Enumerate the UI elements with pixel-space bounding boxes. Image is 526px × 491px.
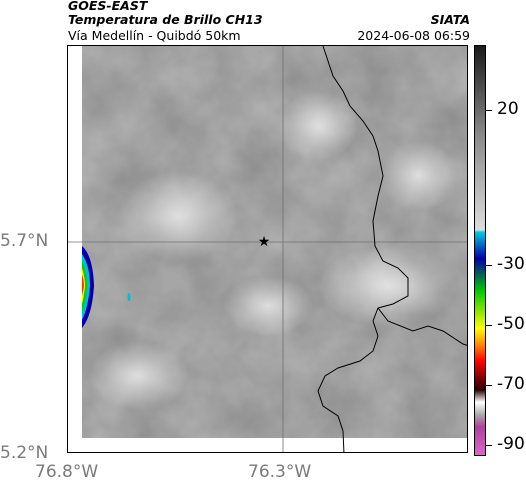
colorbar-label: -70 — [497, 374, 525, 394]
longitude-label-right: 76.3°W — [248, 462, 312, 482]
boundary-line — [317, 46, 409, 452]
product-title: Temperatura de Brillo CH13 — [68, 12, 263, 27]
map-panel[interactable]: ★ — [67, 45, 468, 453]
longitude-label-left: 76.8°W — [35, 462, 99, 482]
colorbar-tick — [486, 445, 492, 446]
timestamp-label: 2024-06-08 06:59 — [357, 28, 470, 43]
satellite-title: GOES-EAST — [68, 0, 148, 13]
satellite-image: ★ — [68, 46, 467, 452]
colorbar-gradient — [474, 45, 486, 456]
latitude-label-top: 5.7°N — [0, 231, 49, 251]
colorbar-tick — [486, 325, 492, 326]
colorbar — [474, 45, 486, 456]
latitude-label-bottom: 5.2°N — [0, 443, 49, 463]
star-icon: ★ — [258, 234, 271, 250]
colorbar-tick — [486, 385, 492, 386]
colorbar-label: -30 — [497, 254, 525, 274]
colorbar-label: -50 — [497, 314, 525, 334]
colorbar-label: 20 — [497, 99, 519, 119]
route-subtitle: Vía Medellín - Quibdó 50km — [68, 28, 241, 43]
organization-label: SIATA — [430, 12, 470, 27]
small-cold-spot — [127, 293, 131, 301]
boundary-line-branch — [377, 307, 467, 346]
colorbar-tick — [486, 110, 492, 111]
colorbar-tick — [486, 265, 492, 266]
colorbar-label: -90 — [497, 434, 525, 454]
